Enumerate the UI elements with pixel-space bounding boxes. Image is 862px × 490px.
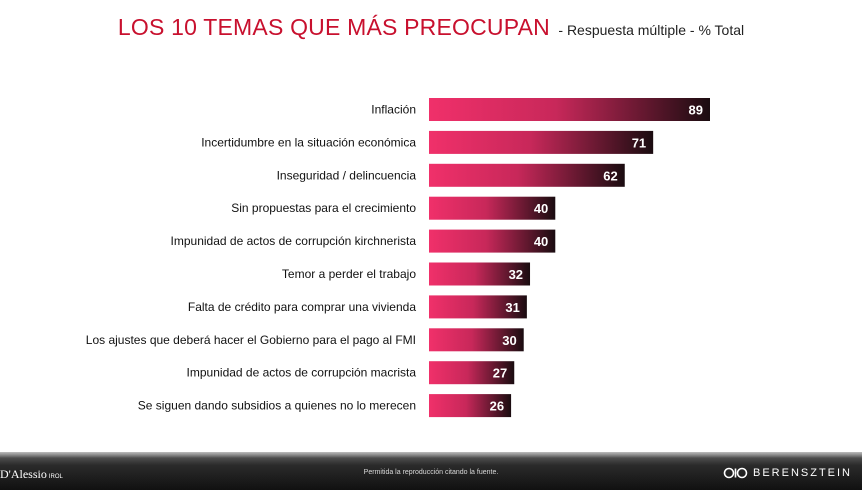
- bar: [429, 295, 527, 319]
- bar-chart: Inflación 89 Incertidumbre en la situación…: [86, 98, 710, 418]
- bar: [429, 229, 556, 253]
- category-label: Sin propuestas para el crecimiento: [231, 201, 416, 215]
- bar: [429, 98, 710, 121]
- value-label: 31: [505, 300, 519, 315]
- dalessio-logo: D'Alessio IROL: [0, 467, 63, 482]
- value-label: 62: [603, 168, 617, 183]
- berensztein-brand-text: BERENSZTEIN: [752, 467, 852, 479]
- value-label: 30: [502, 333, 516, 348]
- category-label: Se siguen dando subsidios a quienes no l…: [138, 399, 416, 413]
- category-label: Inseguridad / delincuencia: [277, 168, 417, 182]
- dalessio-brand-text: D'Alessio: [0, 467, 47, 481]
- value-label: 27: [493, 366, 507, 381]
- category-label: Falta de crédito para comprar una vivien…: [188, 300, 416, 314]
- chart-subtitle: - Respuesta múltiple - % Total: [558, 22, 745, 38]
- dalessio-brand-suffix: IROL: [48, 474, 63, 480]
- value-label: 89: [689, 103, 703, 118]
- chart-title-main: LOS 10 TEMAS QUE MÁS PREOCUPAN: [117, 14, 550, 40]
- bar: [429, 262, 531, 286]
- footer-bar: D'Alessio IROL Permitida la reproducción …: [0, 452, 862, 490]
- value-label: 26: [490, 399, 504, 414]
- category-label: Los ajustes que deberá hacer el Gobierno…: [86, 333, 416, 347]
- bars-group: Inflación 89 Incertidumbre en la situación…: [86, 98, 710, 418]
- bar: [429, 394, 512, 418]
- value-label: 40: [534, 201, 548, 216]
- category-label: Incertidumbre en la situación económica: [201, 135, 416, 149]
- value-label: 32: [509, 267, 523, 282]
- bar: [429, 163, 625, 187]
- category-label: Impunidad de actos de corrupción kirchne…: [171, 234, 417, 248]
- bar: [429, 361, 515, 385]
- bar: [429, 130, 654, 154]
- category-label: Temor a perder el trabajo: [282, 267, 416, 281]
- reproduction-notice: Permitida la reproducción citando la fue…: [363, 469, 499, 476]
- bar: [429, 328, 524, 352]
- category-label: Impunidad de actos de corrupción macrist…: [187, 366, 417, 380]
- berensztein-logo: BERENSZTEIN: [723, 467, 852, 479]
- value-label: 71: [632, 135, 646, 150]
- value-label: 40: [534, 234, 548, 249]
- berensztein-logo-icon: [723, 467, 748, 479]
- bar: [429, 196, 556, 220]
- chart-title: LOS 10 TEMAS QUE MÁS PREOCUPAN - Respues…: [0, 14, 862, 41]
- category-label: Inflación: [371, 103, 416, 117]
